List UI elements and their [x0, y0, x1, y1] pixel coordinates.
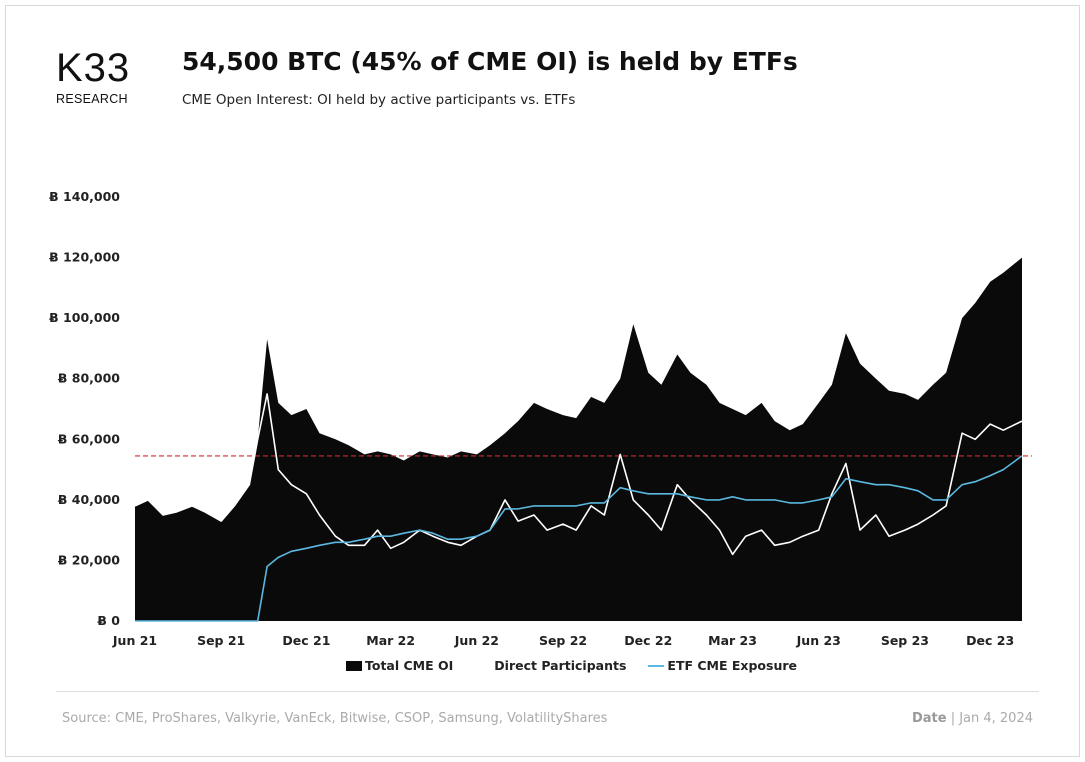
x-tick-label: Mar 23 [708, 633, 757, 648]
chart-subtitle: CME Open Interest: OI held by active par… [182, 92, 576, 108]
y-tick-label: Ƀ 80,000 [58, 371, 120, 386]
date-note: Date | Jan 4, 2024 [912, 711, 1033, 726]
x-tick-label: Jun 21 [112, 633, 157, 648]
x-tick-label: Jun 23 [796, 633, 841, 648]
logo-text: K33 [56, 46, 131, 90]
x-tick-label: Dec 22 [624, 633, 672, 648]
legend-label: Total CME OI [365, 658, 454, 673]
x-tick-label: Sep 23 [881, 633, 929, 648]
legend-item-total: Total CME OI [346, 658, 453, 673]
date-value: | Jan 4, 2024 [950, 711, 1033, 726]
y-tick-label: Ƀ 140,000 [49, 189, 120, 204]
x-tick-label: Jun 22 [454, 633, 499, 648]
legend-item-direct: Direct Participants [475, 658, 626, 673]
legend-swatch [648, 664, 665, 667]
legend-label: Direct Participants [494, 658, 627, 673]
date-label: Date [911, 711, 947, 726]
total-oi-area [135, 257, 1022, 621]
footer: Source: CME, ProShares, Valkyrie, VanEck… [62, 711, 1033, 726]
legend: Total CME OI Direct Participants ETF CME… [346, 658, 797, 673]
y-tick-label: Ƀ 120,000 [49, 250, 120, 265]
legend-swatch [346, 660, 362, 671]
direct-participants-line [134, 393, 1023, 556]
x-tick-label: Dec 23 [966, 633, 1014, 648]
legend-label: ETF CME Exposure [667, 658, 797, 673]
y-tick-label: Ƀ 20,000 [58, 552, 120, 567]
x-tick-label: Sep 22 [539, 633, 587, 648]
chart-card: K33 RESEARCH 54,500 BTC (45% of CME OI) … [5, 5, 1080, 757]
x-tick-label: Sep 21 [197, 633, 245, 648]
y-tick-label: Ƀ 60,000 [58, 431, 120, 446]
x-tick-label: Dec 21 [282, 633, 330, 648]
chart-title: 54,500 BTC (45% of CME OI) is held by ET… [182, 47, 798, 76]
y-tick-label: Ƀ 40,000 [58, 492, 120, 507]
legend-swatch [475, 664, 492, 667]
x-tick-label: Mar 22 [366, 633, 415, 648]
y-tick-label: Ƀ 100,000 [49, 310, 120, 325]
source-note: Source: CME, ProShares, Valkyrie, VanEck… [62, 711, 608, 726]
divider [56, 691, 1039, 692]
logo-subtext: RESEARCH [56, 92, 128, 106]
k33-logo: K33 RESEARCH [56, 46, 171, 107]
y-tick-label: Ƀ 0 [97, 613, 120, 628]
etf-exposure-line [135, 455, 1023, 622]
legend-item-etf: ETF CME Exposure [648, 658, 797, 673]
